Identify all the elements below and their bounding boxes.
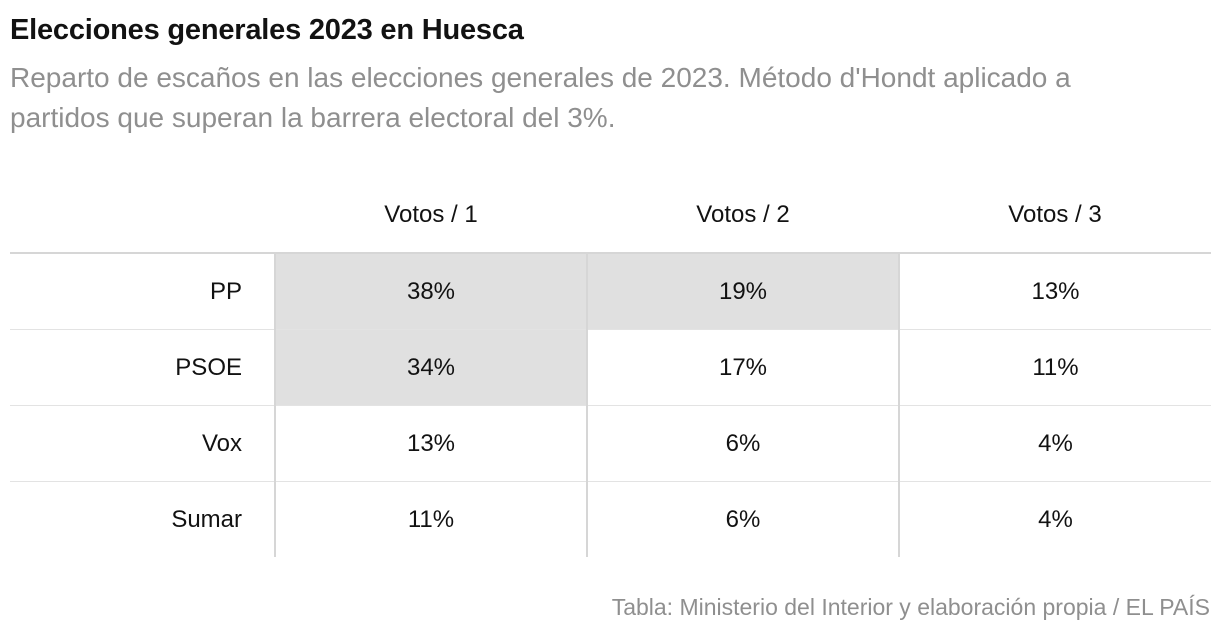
quotient-cell: 13% bbox=[898, 253, 1211, 330]
quotient-cell: 11% bbox=[898, 329, 1211, 406]
source-note: Tabla: Ministerio del Interior y elabora… bbox=[611, 594, 1210, 620]
chart-subtitle: Reparto de escaños en las elecciones gen… bbox=[10, 62, 1071, 133]
party-label: Sumar bbox=[171, 505, 242, 533]
quotient-cell: 4% bbox=[898, 481, 1211, 557]
quotient-cell: 17% bbox=[586, 329, 899, 406]
column-header: Votos / 3 bbox=[899, 178, 1211, 254]
header-row: Votos / 1 Votos / 2 Votos / 3 bbox=[10, 178, 1211, 254]
quotient-cell: 11% bbox=[274, 481, 587, 557]
column-header: Votos / 1 bbox=[275, 178, 587, 254]
seat-cell: 34% bbox=[274, 329, 587, 406]
party-header bbox=[10, 178, 275, 254]
table-row: PSOE 34% 17% 11% bbox=[10, 329, 1211, 406]
party-label: PSOE bbox=[10, 329, 275, 406]
seat-table-container: Votos / 1 Votos / 2 Votos / 3 PP 38% 19% 13… bbox=[10, 178, 1211, 557]
table-row: Vox 13% 6% 4% bbox=[10, 405, 1211, 482]
party-label: PP bbox=[10, 253, 275, 330]
seat-cell: 38% bbox=[274, 253, 587, 330]
quotient-cell: 6% bbox=[586, 405, 899, 482]
table-row: PP 38% 19% 13% bbox=[10, 253, 1211, 330]
party-label: Vox bbox=[10, 405, 275, 482]
table-body: PP 38% 19% 13% PSOE 34% 17% 11% Vox 13% 6% 4% Sumar 1… bbox=[10, 253, 1211, 557]
quotient-cell: 4% bbox=[898, 405, 1211, 482]
seat-cell: 19% bbox=[586, 253, 899, 330]
dhondt-table: Votos / 1 Votos / 2 Votos / 3 PP 38% 19% 13… bbox=[10, 178, 1211, 557]
chart-title: Elecciones generales 2023 en Huesca bbox=[10, 14, 524, 46]
table-row: Sumar 11% 6% 4% bbox=[10, 481, 1211, 557]
quotient-cell: 13% bbox=[274, 405, 587, 482]
column-header: Votos / 2 bbox=[587, 178, 899, 254]
quotient-cell: 6% bbox=[586, 481, 899, 557]
